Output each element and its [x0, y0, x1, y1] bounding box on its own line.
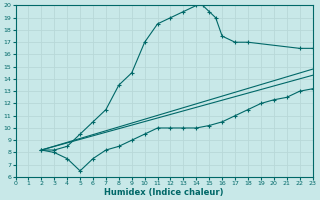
X-axis label: Humidex (Indice chaleur): Humidex (Indice chaleur) [104, 188, 224, 197]
